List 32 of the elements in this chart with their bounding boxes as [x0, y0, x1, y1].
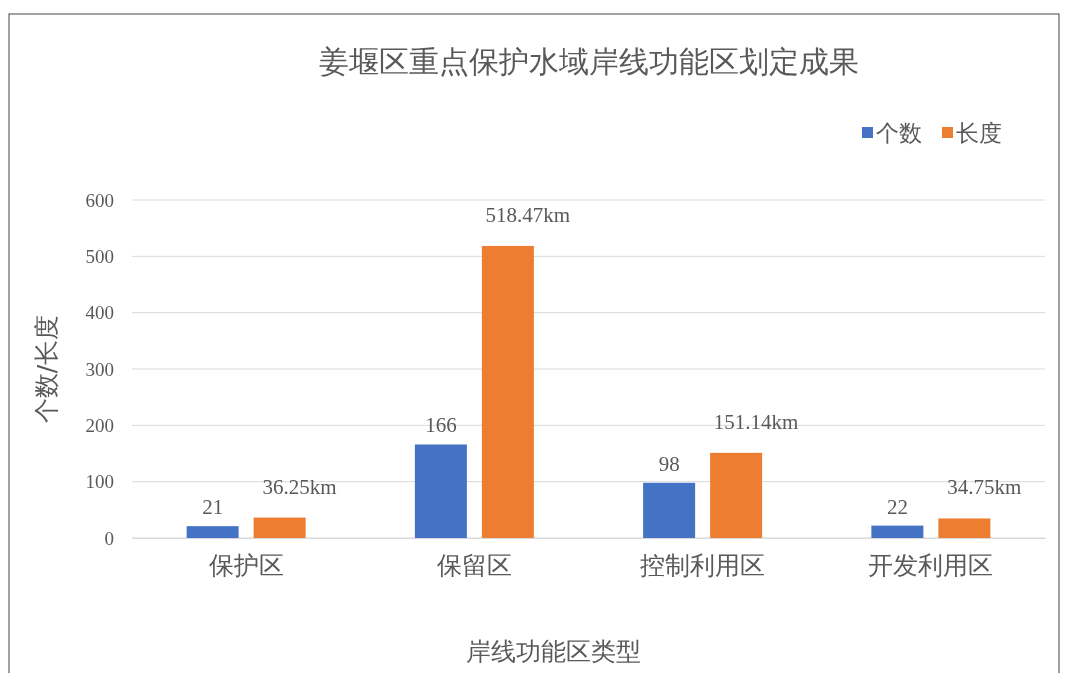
bar	[871, 525, 924, 538]
y-tick-label: 600	[85, 189, 114, 211]
y-tick-label: 400	[85, 302, 114, 324]
chart-title: 姜堰区重点保护水域岸线功能区划定成果	[318, 44, 859, 79]
data-label: 21	[202, 495, 224, 520]
data-label: 98	[658, 451, 680, 476]
y-axis-title: 个数/长度	[32, 314, 61, 424]
y-tick-label: 300	[85, 358, 114, 380]
x-axis-title: 岸线功能区类型	[466, 637, 641, 666]
y-tick-label: 0	[104, 527, 114, 549]
x-tick-label: 保留区	[436, 550, 512, 580]
y-tick-label: 500	[85, 245, 114, 267]
x-tick-label: 保护区	[208, 550, 284, 580]
data-label: 518.47km	[485, 202, 571, 227]
x-tick-label: 开发利用区	[868, 550, 994, 580]
bar	[186, 526, 239, 538]
y-tick-label: 200	[85, 414, 114, 436]
bar	[643, 482, 696, 538]
data-label: 34.75km	[947, 475, 1022, 500]
data-label: 36.25km	[262, 474, 337, 499]
legend-label: 个数	[876, 120, 922, 146]
bar	[253, 517, 306, 538]
data-label: 151.14km	[713, 409, 799, 434]
bar	[481, 245, 534, 538]
data-label: 22	[886, 494, 908, 519]
legend-label: 长度	[956, 120, 1002, 146]
bar	[414, 444, 467, 538]
x-tick-label: 控制利用区	[640, 550, 766, 580]
data-label: 166	[425, 413, 457, 438]
bar	[710, 452, 763, 538]
y-tick-label: 100	[85, 471, 114, 493]
bar	[938, 518, 991, 538]
